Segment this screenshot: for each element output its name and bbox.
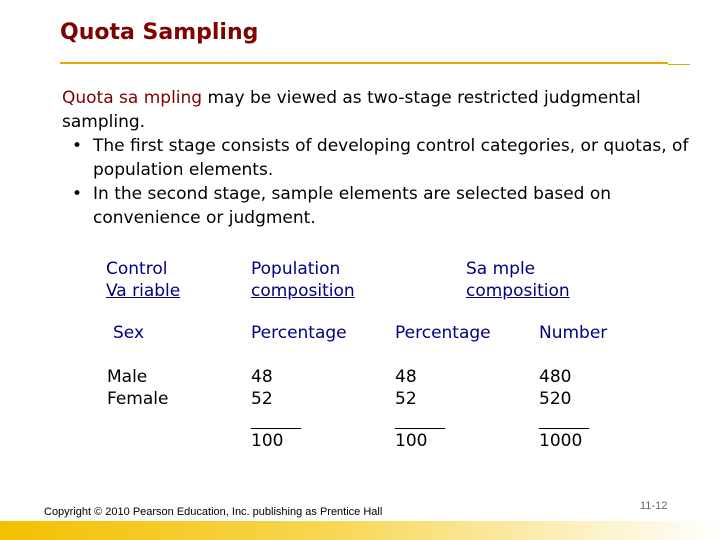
- subheader-sample-number: Number: [539, 323, 608, 343]
- copyright-notice: Copyright © 2010 Pearson Education, Inc.…: [44, 506, 383, 518]
- bullet-list: • The first stage consists of developing …: [62, 134, 702, 230]
- intro-paragraph: Quota sa mpling may be viewed as two-sta…: [62, 86, 702, 134]
- population-pct-total: 100: [251, 431, 284, 451]
- header-sample-line-2: composition: [466, 281, 570, 301]
- population-pct-male: 48: [251, 367, 273, 387]
- body-text: Quota sa mpling may be viewed as two-sta…: [62, 86, 702, 230]
- population-percentage-values: 48 52: [251, 366, 273, 410]
- title-rule: [60, 62, 668, 64]
- row-label-male: Male: [107, 367, 148, 387]
- header-sample-line-1: Sa mple: [466, 259, 536, 279]
- footer-bar: [0, 521, 720, 540]
- header-control-line-2: Va riable: [106, 281, 181, 301]
- sample-num-female: 520: [539, 389, 572, 409]
- subheader-sample-percentage: Percentage: [395, 323, 491, 343]
- bullet-text-1: The first stage consists of developing c…: [93, 136, 689, 180]
- slide-title: Quota Sampling: [60, 20, 259, 45]
- page-number: 11-12: [640, 500, 668, 512]
- intro-term: Quota sa mpling: [62, 88, 203, 108]
- header-control-line-1: Control: [106, 259, 168, 279]
- header-population-line-1: Population: [251, 259, 341, 279]
- subheader-sex: Sex: [113, 323, 145, 343]
- sample-pct-sum-line: [395, 428, 445, 429]
- sample-num-total: 1000: [539, 431, 583, 451]
- bullet-dot-icon: •: [72, 184, 83, 204]
- sample-num-male: 480: [539, 367, 572, 387]
- bullet-item-1: • The first stage consists of developing …: [62, 134, 702, 182]
- bullet-text-2: In the second stage, sample elements are…: [93, 184, 612, 228]
- sample-percentage-values: 48 52: [395, 366, 417, 410]
- sample-num-sum-line: [539, 428, 589, 429]
- population-sum-line: [251, 428, 301, 429]
- sample-number-values: 480 520: [539, 366, 571, 410]
- population-pct-female: 52: [251, 389, 273, 409]
- bullet-item-2: • In the second stage, sample elements ar…: [62, 182, 702, 230]
- bullet-dot-icon: •: [72, 136, 83, 156]
- sample-pct-total: 100: [395, 431, 428, 451]
- sample-pct-male: 48: [395, 367, 417, 387]
- header-control-variable: Control Va riable: [106, 258, 180, 302]
- title-rule-tail: [668, 64, 690, 65]
- header-population-line-2: composition: [251, 281, 355, 301]
- subheader-population-percentage: Percentage: [251, 323, 347, 343]
- row-labels: Male Female: [107, 366, 168, 410]
- sample-pct-female: 52: [395, 389, 417, 409]
- row-label-female: Female: [107, 389, 169, 409]
- header-sample: Sa mple composition: [466, 258, 570, 302]
- header-population: Population composition: [251, 258, 355, 302]
- intro-rest: may be viewed as two-stage restricted ju…: [62, 88, 641, 132]
